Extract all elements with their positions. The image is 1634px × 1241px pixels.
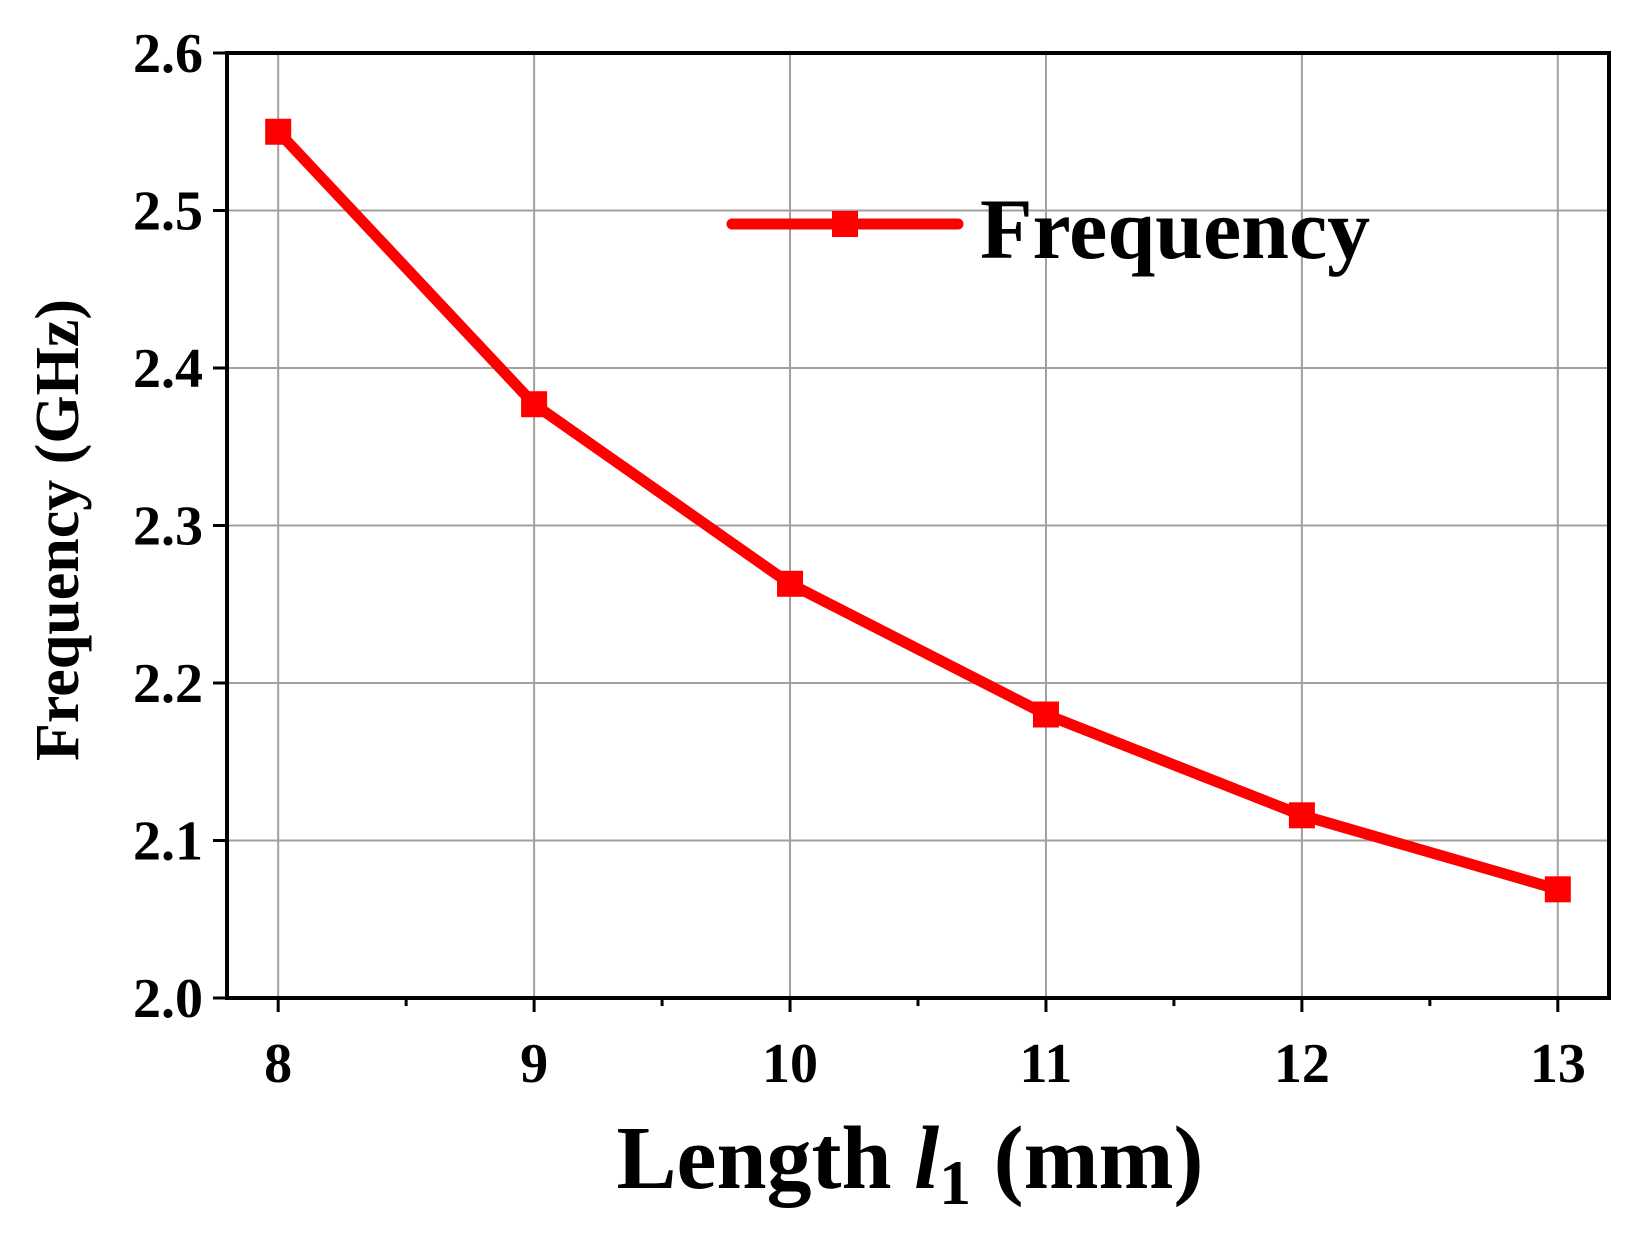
legend: Frequency: [726, 181, 1370, 277]
data-point: [777, 570, 804, 597]
y-axis-title: Frequency (GHz): [24, 299, 92, 761]
x-axis-title: Length l1 (mm): [617, 1109, 1204, 1218]
x-tick-label: 9: [520, 1033, 548, 1095]
x-axis-title-subscript: 1: [939, 1147, 971, 1218]
legend-label: Frequency: [980, 181, 1370, 277]
y-tick-label: 2.3: [133, 496, 203, 558]
data-point: [521, 391, 548, 418]
x-tick-label: 10: [762, 1033, 818, 1095]
data-point: [1032, 701, 1059, 728]
y-tick-label: 2.4: [133, 338, 203, 400]
y-tick-label: 2.6: [133, 23, 203, 85]
x-tick-label: 8: [264, 1033, 292, 1095]
x-tick-label: 11: [1020, 1033, 1073, 1095]
tick-layer: 8 9 10 11 12 13 2.0 2.1 2.2 2.3 2.4 2.5 2.6: [133, 23, 1586, 1095]
x-axis-title-unit: (mm): [971, 1109, 1203, 1208]
grid: [227, 52, 1609, 999]
x-axis-title-main: Length: [617, 1109, 915, 1208]
y-tick-label: 2.0: [133, 968, 203, 1030]
data-point: [265, 118, 292, 145]
legend-marker: [832, 211, 858, 237]
x-tick-label: 12: [1274, 1033, 1330, 1095]
y-tick-label: 2.2: [133, 653, 203, 715]
y-tick-label: 2.1: [133, 811, 203, 873]
y-tick-label: 2.5: [133, 181, 203, 243]
x-axis-title-italic: l: [914, 1109, 939, 1208]
data-point: [1544, 876, 1571, 903]
data-point: [1288, 802, 1315, 829]
series-line: [272, 126, 1564, 895]
x-tick-label: 13: [1530, 1033, 1586, 1095]
series-layer: [265, 118, 1571, 903]
